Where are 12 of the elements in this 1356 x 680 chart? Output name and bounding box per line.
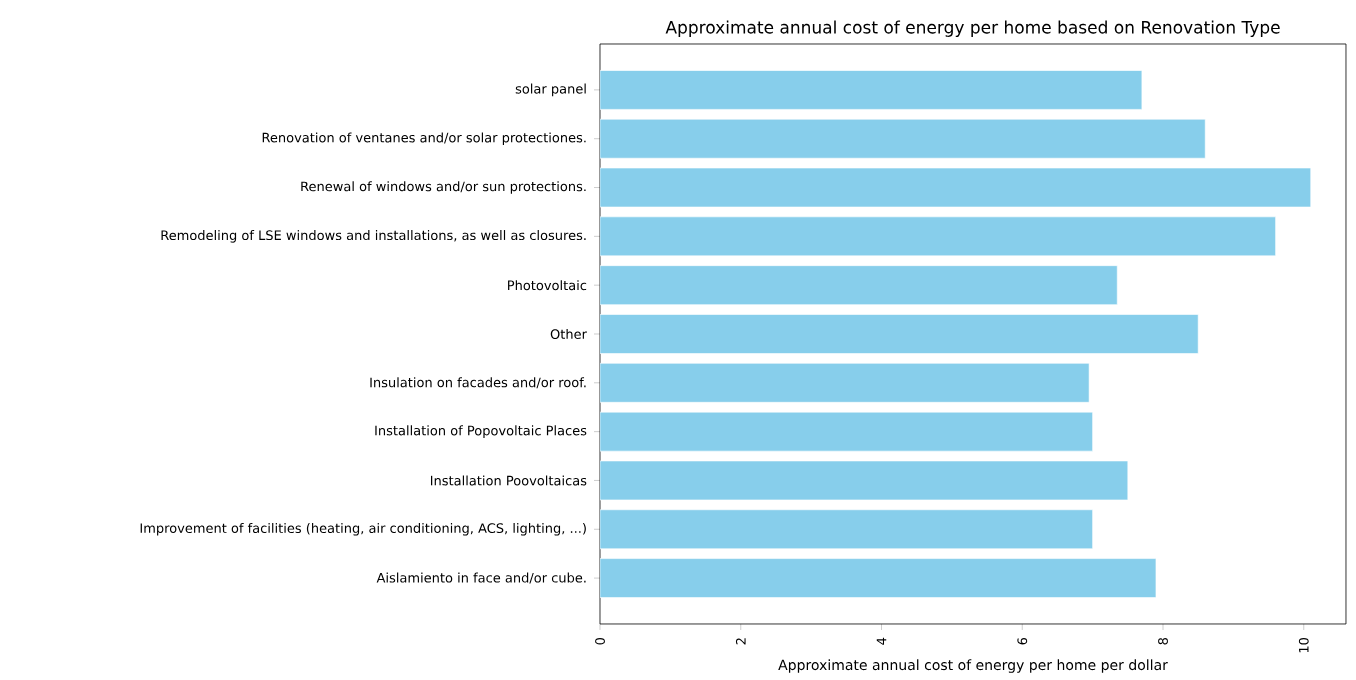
- bar: [600, 509, 1093, 550]
- bar: [600, 363, 1090, 403]
- bar: [600, 314, 1199, 354]
- bar: [600, 558, 1157, 599]
- bar: [600, 265, 1118, 306]
- bar: [600, 167, 1312, 208]
- chart-title: Approximate annual cost of energy per home based on Renovation Type: [665, 20, 1280, 38]
- bar: [600, 460, 1129, 501]
- bar: [600, 412, 1093, 452]
- bar: [600, 119, 1206, 159]
- bar: [600, 70, 1143, 110]
- bar: [600, 216, 1276, 257]
